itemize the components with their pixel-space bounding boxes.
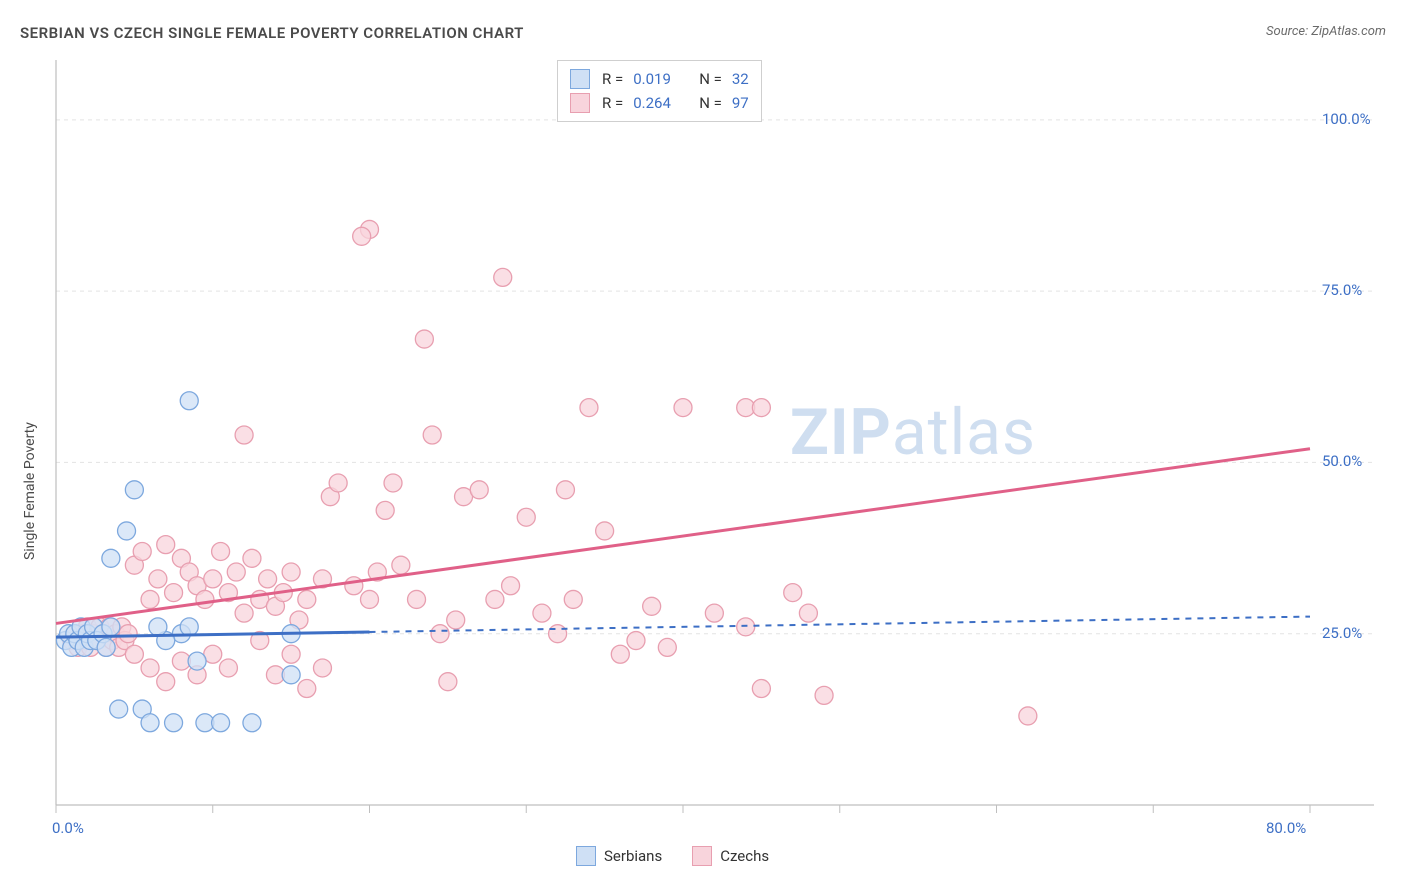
y-axis-label: Single Female Poverty — [22, 422, 38, 560]
chart-title: SERBIAN VS CZECH SINGLE FEMALE POVERTY C… — [20, 24, 524, 42]
y-tick-label: 100.0% — [1322, 110, 1371, 128]
stats-legend: R =0.019N =32R =0.264N =97 — [557, 60, 762, 122]
legend-item: Serbians — [576, 846, 662, 866]
series-legend: Serbians Czechs — [576, 846, 789, 866]
x-tick-label: 0.0% — [52, 819, 84, 837]
stats-row: R =0.019N =32 — [570, 67, 749, 91]
legend-item: Czechs — [692, 846, 769, 866]
legend-swatch — [570, 93, 590, 113]
chart-source: Source: ZipAtlas.com — [1266, 24, 1386, 39]
y-tick-label: 50.0% — [1322, 452, 1362, 470]
scatter-plot — [50, 55, 1380, 835]
y-tick-label: 75.0% — [1322, 281, 1362, 299]
legend-label: Czechs — [720, 847, 769, 865]
y-tick-label: 25.0% — [1322, 624, 1362, 642]
stats-row: R =0.264N =97 — [570, 91, 749, 115]
legend-swatch — [576, 846, 596, 866]
legend-label: Serbians — [604, 847, 662, 865]
x-tick-label: 80.0% — [1266, 819, 1306, 837]
legend-swatch — [692, 846, 712, 866]
legend-swatch — [570, 69, 590, 89]
